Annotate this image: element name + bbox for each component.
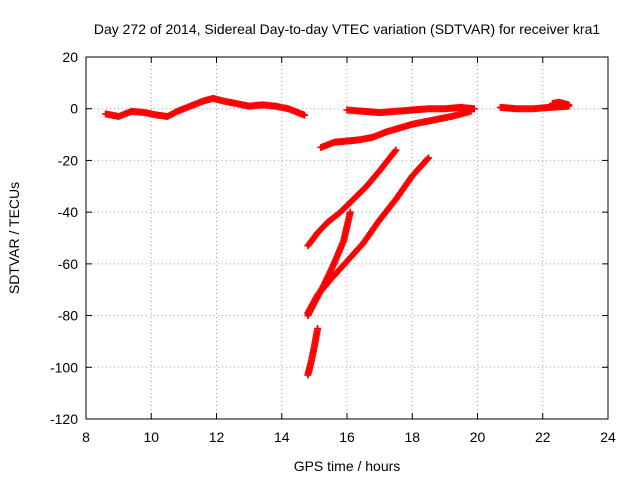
y-axis-label: SDTVAR / TECUs: [6, 182, 22, 294]
series-arc-9: [304, 325, 322, 379]
y-tick-label: 0: [70, 101, 78, 117]
x-tick-label: 18: [404, 429, 420, 445]
y-tick-label: -100: [50, 359, 78, 375]
data-point: [392, 146, 400, 154]
y-tick-label: -80: [58, 308, 78, 324]
x-tick-label: 10: [143, 429, 159, 445]
x-tick-label: 20: [470, 429, 486, 445]
data-point: [467, 107, 475, 115]
chart-title: Day 272 of 2014, Sidereal Day-to-day VTE…: [94, 21, 600, 37]
x-tick-label: 24: [600, 429, 616, 445]
data-point: [346, 208, 354, 216]
series-arc-1: [102, 94, 309, 120]
y-tick-label: -120: [50, 411, 78, 427]
series-arc-5: [317, 107, 475, 151]
series-arc-6: [304, 146, 400, 250]
y-tick-label: 20: [62, 49, 78, 65]
x-tick-label: 16: [339, 429, 355, 445]
x-tick-label: 12: [209, 429, 225, 445]
data-point: [301, 111, 309, 119]
x-axis-ticks: 8 10 12 14 16 18 20 22 24: [82, 57, 616, 445]
x-tick-label: 22: [535, 429, 551, 445]
data-point: [314, 325, 322, 332]
y-tick-label: -20: [58, 152, 78, 168]
data-points: [102, 94, 573, 379]
x-axis-label: GPS time / hours: [294, 458, 401, 474]
x-tick-label: 8: [82, 429, 90, 445]
series-arc-4: [549, 98, 573, 109]
series-arc-2: [343, 103, 478, 117]
data-point: [425, 154, 433, 162]
x-tick-label: 14: [274, 429, 290, 445]
y-axis-ticks: 20 0 -20 -40 -60 -80 -100 -120: [50, 49, 608, 427]
y-tick-label: -60: [58, 256, 78, 272]
y-tick-label: -40: [58, 204, 78, 220]
data-point: [391, 147, 399, 155]
data-point: [565, 101, 573, 109]
data-point: [424, 155, 432, 163]
series-arc-8: [304, 154, 433, 317]
